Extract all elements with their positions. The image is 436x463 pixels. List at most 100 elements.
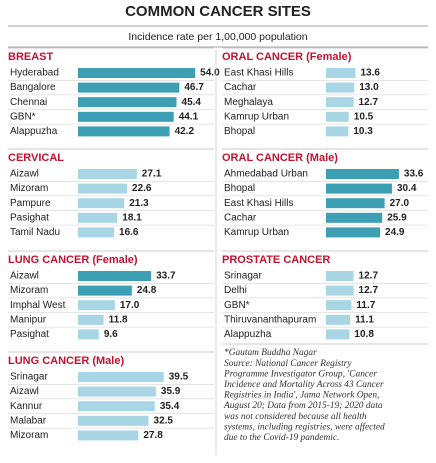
- category-label: Hyderabad: [10, 68, 59, 79]
- value-label: 35.4: [160, 401, 180, 412]
- value-label: 11.1: [355, 314, 374, 325]
- bar: [326, 329, 350, 340]
- bar: [326, 68, 356, 78]
- bar: [78, 430, 139, 441]
- category-label: Pasighat: [10, 212, 49, 223]
- value-label: 33.6: [404, 169, 424, 180]
- category-label: Pampure: [10, 198, 51, 209]
- category-label: East Khasi Hills: [224, 198, 293, 209]
- value-label: 27.0: [390, 198, 410, 209]
- value-label: 27.8: [143, 430, 163, 441]
- footnote: was not considered because all health: [224, 412, 367, 422]
- value-label: 54.0: [200, 68, 220, 79]
- bar: [326, 82, 355, 93]
- panel-title: ORAL CANCER (Female): [222, 51, 352, 63]
- bar: [78, 169, 137, 179]
- category-label: Meghalaya: [224, 97, 273, 108]
- bar: [78, 212, 118, 223]
- panel-title: BREAST: [8, 51, 54, 63]
- category-label: Bhopal: [224, 126, 255, 137]
- bar: [78, 68, 196, 78]
- bar: [78, 285, 132, 296]
- bar: [326, 271, 354, 281]
- category-label: Bhopal: [224, 183, 255, 194]
- subtitle: Incidence rate per 1,00,000 population: [128, 31, 307, 43]
- footnote: Incidence and Mortality Across 43 Cancer: [223, 380, 384, 390]
- value-label: 42.2: [175, 126, 195, 137]
- category-label: Aizawl: [10, 169, 39, 180]
- bar: [78, 300, 115, 311]
- bar: [78, 198, 125, 209]
- category-label: Kamrup Urban: [224, 111, 289, 122]
- bar: [326, 198, 385, 209]
- value-label: 11.8: [109, 314, 128, 325]
- category-label: Aizawl: [10, 271, 39, 282]
- category-label: GBN*: [10, 111, 36, 122]
- bar: [326, 169, 399, 179]
- category-label: Srinagar: [224, 271, 262, 282]
- category-label: Ahmedabad Urban: [224, 169, 308, 180]
- bar: [326, 97, 354, 108]
- value-label: 24.8: [137, 285, 157, 296]
- value-label: 44.1: [179, 111, 199, 122]
- panel-title: LUNG CANCER (Female): [8, 254, 138, 266]
- category-label: Kamrup Urban: [224, 227, 289, 238]
- category-label: Alappuzha: [10, 126, 58, 137]
- footnote: systems, including registries, were affe…: [224, 421, 385, 432]
- category-label: Mizoram: [10, 285, 48, 296]
- value-label: 45.4: [182, 97, 202, 108]
- category-label: Srinagar: [10, 372, 48, 383]
- bar: [78, 126, 170, 137]
- bar: [326, 285, 354, 296]
- footnote: Source: National Cancer Registry: [224, 359, 352, 369]
- category-label: Kannur: [10, 401, 43, 412]
- panel-title: ORAL CANCER (Male): [222, 152, 338, 164]
- bar: [78, 111, 174, 122]
- bar: [326, 314, 351, 325]
- bar: [78, 227, 115, 238]
- value-label: 46.7: [184, 82, 204, 93]
- category-label: Mizoram: [10, 183, 48, 194]
- category-label: Chennai: [10, 97, 47, 108]
- bar: [78, 183, 128, 194]
- value-label: 27.1: [142, 169, 162, 180]
- value-label: 13.6: [361, 68, 381, 79]
- category-label: Thiruvananthapuram: [224, 314, 316, 325]
- category-label: Delhi: [224, 285, 247, 296]
- panel-title: LUNG CANCER (Male): [8, 355, 124, 367]
- category-label: Cachar: [224, 212, 257, 223]
- value-label: 13.0: [359, 82, 379, 93]
- footnote: *Gautam Buddha Nagar: [224, 348, 317, 358]
- bar: [326, 227, 381, 238]
- bar: [78, 401, 155, 412]
- panel-title: PROSTATE CANCER: [222, 254, 330, 266]
- bar: [326, 300, 352, 311]
- value-label: 10.5: [354, 111, 374, 122]
- bar: [78, 314, 104, 325]
- panel-title: CERVICAL: [8, 152, 64, 164]
- bar: [78, 97, 177, 108]
- value-label: 11.7: [356, 300, 375, 311]
- value-label: 30.4: [397, 183, 417, 194]
- bar: [78, 271, 152, 281]
- value-label: 16.6: [119, 227, 139, 238]
- category-label: Aizawl: [10, 386, 39, 397]
- value-label: 32.5: [154, 415, 174, 426]
- value-label: 33.7: [156, 271, 176, 282]
- bar: [326, 212, 383, 223]
- category-label: Malabar: [10, 415, 47, 426]
- value-label: 21.3: [129, 198, 149, 209]
- bar: [78, 372, 164, 382]
- title: COMMON CANCER SITES: [125, 3, 311, 20]
- category-label: East Khasi Hills: [224, 68, 293, 79]
- category-label: Bangalore: [10, 82, 56, 93]
- value-label: 17.0: [120, 300, 140, 311]
- category-label: Cachar: [224, 82, 257, 93]
- bar: [78, 386, 156, 397]
- value-label: 10.8: [354, 329, 374, 340]
- category-label: Tamil Nadu: [10, 227, 60, 238]
- category-label: Imphal West: [10, 300, 66, 311]
- category-label: Pasighat: [10, 329, 49, 340]
- bar: [78, 329, 99, 340]
